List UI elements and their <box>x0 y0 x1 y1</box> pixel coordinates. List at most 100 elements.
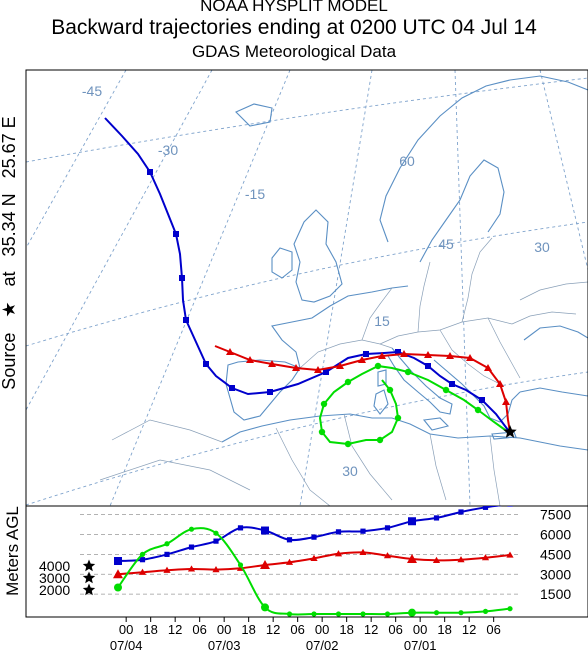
map-trajectory-marker <box>479 397 485 403</box>
coast-italy <box>387 347 453 415</box>
profile-marker <box>433 610 440 616</box>
model-name: NOAA HYSPLIT MODEL <box>200 0 388 15</box>
header: NOAA HYSPLIT MODEL Backward trajectories… <box>0 0 588 70</box>
graticule-label: 15 <box>374 313 390 329</box>
time-axis-tick-label: 06 <box>290 622 304 637</box>
profile-marker <box>163 566 171 573</box>
profile-marker <box>335 529 342 535</box>
map-trajectory-marker <box>147 169 153 175</box>
page-title: Backward trajectories ending at 0200 UTC… <box>51 16 537 39</box>
map-trajectory-marker <box>246 356 254 363</box>
map-trajectory-marker <box>496 380 504 387</box>
profile-y-tick-labels: 7500 6000 4500 3000 1500 <box>540 507 571 603</box>
profile-marker <box>383 552 392 559</box>
profile-y-tick-label: 6000 <box>540 527 571 543</box>
country-border <box>487 317 521 379</box>
time-axis-tick-label: 06 <box>192 622 206 637</box>
map-trajectory-marker <box>502 398 510 405</box>
country-border <box>511 311 577 325</box>
map-trajectories <box>104 117 517 448</box>
start-height-star-icon <box>82 571 96 584</box>
profile-marker <box>384 611 391 617</box>
profile-marker <box>408 608 416 617</box>
profile-marker <box>507 606 513 612</box>
profile-marker <box>260 559 270 569</box>
time-axis-tick-label: 00 <box>119 622 133 637</box>
coast-britain <box>293 209 343 303</box>
profile-marker <box>335 611 342 617</box>
map-trajectory-marker <box>318 428 326 436</box>
coast-iberia <box>225 359 301 421</box>
coast-iceland <box>235 103 273 127</box>
profile-marker <box>188 544 195 550</box>
profile-marker <box>237 562 244 568</box>
map-trajectory-marker <box>173 231 179 237</box>
profile-marker <box>457 556 465 563</box>
profile-marker <box>360 528 366 534</box>
start-height-star-icon <box>82 583 96 596</box>
graticule-label: 45 <box>438 236 454 252</box>
page-subtitle: GDAS Meteorological Data <box>191 42 397 61</box>
map-trajectory-marker <box>226 348 234 355</box>
coast-sicily <box>422 417 450 431</box>
time-axis-tick-label: 00 <box>315 622 329 637</box>
time-axis-date-label: 07/03 <box>208 638 241 653</box>
map-trajectory-marker <box>344 378 352 386</box>
map-trajectory-marker <box>344 440 352 448</box>
profile-marker <box>433 515 440 521</box>
country-border <box>361 287 393 341</box>
graticule-lon-line <box>109 70 291 506</box>
map-trajectory-marker <box>484 364 492 371</box>
graticule-label: -30 <box>158 142 178 158</box>
country-border <box>489 435 501 506</box>
profile-marker <box>506 551 514 558</box>
time-axis-tick-label: 18 <box>241 622 255 637</box>
profile-marker <box>482 506 489 510</box>
graticule-label: 30 <box>534 239 550 255</box>
profile-marker <box>138 568 147 575</box>
graticule-lat-line <box>26 221 588 347</box>
coastlines <box>221 75 588 451</box>
country-border <box>461 237 493 323</box>
time-axis-date-label: 07/02 <box>306 638 339 653</box>
graticule-lat-line <box>26 77 588 163</box>
profile-marker <box>458 610 464 616</box>
time-axis-tick-label: 12 <box>462 622 476 637</box>
map-trajectory-marker <box>179 275 185 281</box>
profile-series <box>113 506 514 617</box>
profile-y-tick-label: 3000 <box>540 566 571 582</box>
profile-marker <box>384 525 391 531</box>
graticule-lon-line <box>299 70 373 506</box>
profile-marker <box>507 506 513 507</box>
profile-marker <box>212 566 220 573</box>
graticule-label: 60 <box>399 153 415 169</box>
profile-marker <box>164 551 170 557</box>
map-trajectory-marker <box>400 350 408 357</box>
map-trajectory-line <box>318 364 509 446</box>
profile-marker <box>311 611 317 617</box>
time-axis-tick-label: 06 <box>388 622 402 637</box>
time-axis-ticks: 00 18 12 06 00 18 12 06 00 18 12 06 00 18 12 06 <box>119 617 501 637</box>
profile-marker <box>432 556 441 563</box>
map-trajectory-marker <box>376 436 384 444</box>
profile-marker <box>113 569 123 579</box>
profile-marker <box>237 525 244 531</box>
coast-sardinia <box>373 389 389 415</box>
country-border <box>275 427 331 506</box>
map-trajectory-marker <box>446 352 454 359</box>
start-height-label: 2000 <box>39 582 70 598</box>
map-trajectory-marker <box>395 349 401 355</box>
map-trajectory-marker <box>449 381 455 387</box>
map-trajectory-marker <box>183 317 189 323</box>
time-axis-tick-label: 00 <box>217 622 231 637</box>
map-trajectory-marker <box>374 362 382 370</box>
graticule-label: -45 <box>82 83 102 99</box>
country-borders <box>99 237 588 506</box>
map-trajectory-marker <box>424 351 432 358</box>
time-axis-tick-label: 12 <box>266 622 280 637</box>
map-trajectory-marker <box>292 364 300 371</box>
profile-marker <box>213 530 219 536</box>
graticule-lon-line <box>454 70 471 506</box>
profile-marker <box>359 548 367 555</box>
